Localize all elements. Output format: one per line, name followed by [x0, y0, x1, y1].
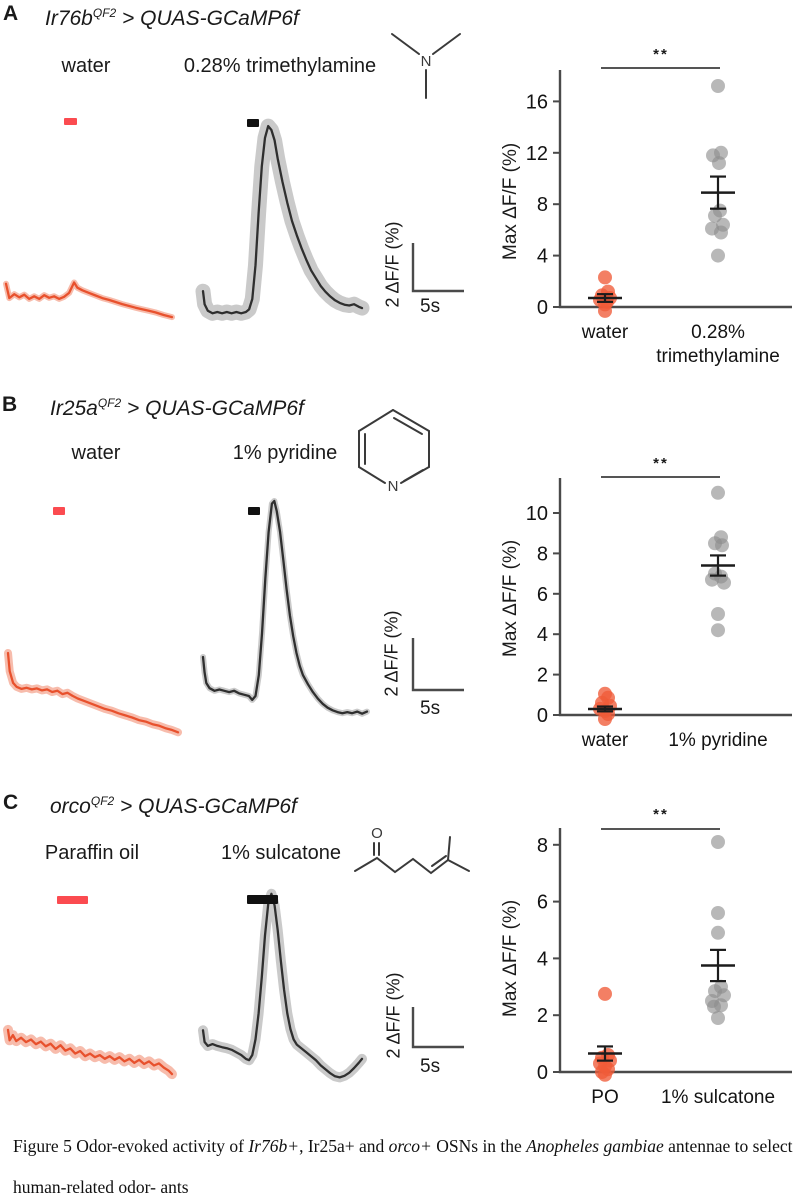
- panel-c-scalebar-h-label: 5s: [420, 1056, 441, 1077]
- panel-b-scalebar-h-label: 5s: [420, 698, 441, 719]
- svg-text:0.28%: 0.28%: [691, 322, 745, 343]
- caption-segment: Ir76b+: [248, 1136, 300, 1156]
- pyridine-structure-icon: N: [358, 409, 430, 492]
- panel-b-title-rest: > QUAS-GCaMP6f: [121, 397, 304, 420]
- panel-a-title-rest: > QUAS-GCaMP6f: [116, 7, 299, 30]
- svg-text:6: 6: [537, 892, 548, 914]
- svg-text:4: 4: [537, 246, 548, 268]
- panel-a-odor-label: 0.28% trimethylamine: [183, 55, 377, 77]
- svg-text:1% pyridine: 1% pyridine: [668, 730, 767, 751]
- svg-text:12: 12: [526, 143, 548, 165]
- svg-text:2: 2: [537, 1005, 548, 1027]
- panel-a-title: Ir76bQF2 > QUAS-GCaMP6f: [45, 6, 299, 31]
- svg-text:trimethylamine: trimethylamine: [656, 346, 780, 367]
- panel-b-control-label: water: [71, 442, 121, 464]
- panel-b-gene: Ir25a: [50, 397, 98, 420]
- svg-text:0: 0: [537, 705, 548, 727]
- svg-text:8: 8: [537, 543, 548, 565]
- svg-text:16: 16: [526, 91, 548, 113]
- oxygen-atom-label: O: [371, 825, 383, 842]
- sulcatone-structure-icon: O: [354, 825, 470, 875]
- svg-text:0: 0: [537, 1062, 548, 1084]
- svg-text:0: 0: [537, 297, 548, 319]
- panel-a-letter: A: [3, 2, 19, 25]
- panel-a-control-label: water: [61, 55, 111, 77]
- caption-segment: , Ir25a+ and: [299, 1136, 389, 1156]
- panel-c-odor-label: 1% sulcatone: [220, 842, 342, 864]
- caption-segment: OSNs in the: [431, 1136, 527, 1156]
- panel-b-odor-label: 1% pyridine: [232, 442, 338, 464]
- caption-segment: antennae to select human-related odor- a…: [13, 1136, 793, 1197]
- svg-text:1% sulcatone: 1% sulcatone: [661, 1087, 775, 1108]
- panel-b-scalebar-v-label: 2 ΔF/F (%): [381, 610, 402, 697]
- svg-text:8: 8: [537, 835, 548, 857]
- svg-text:PO: PO: [591, 1087, 618, 1108]
- panel-b-significance: **: [653, 455, 669, 472]
- svg-text:4: 4: [537, 624, 548, 646]
- svg-text:water: water: [581, 730, 629, 751]
- panel-a-y-axis-label: Max ΔF/F (%): [500, 142, 521, 260]
- panel-b-title: Ir25aQF2 > QUAS-GCaMP6f: [50, 396, 304, 421]
- panel-c-letter: C: [3, 791, 19, 814]
- caption-segment: Anopheles gambiae: [526, 1136, 664, 1156]
- svg-text:water: water: [581, 322, 629, 343]
- caption-segment: orco+: [388, 1136, 432, 1156]
- panel-a-allele-sup: QF2: [92, 6, 117, 20]
- panel-a-scalebar-v-label: 2 ΔF/F (%): [382, 221, 403, 308]
- panel-c-allele-sup: QF2: [90, 794, 115, 808]
- panel-b-y-axis-label: Max ΔF/F (%): [500, 539, 521, 657]
- svg-text:8: 8: [537, 194, 548, 216]
- nitrogen-atom-label: N: [388, 478, 399, 492]
- panel-c-significance: **: [653, 806, 669, 823]
- panel-b-allele-sup: QF2: [97, 396, 122, 410]
- panel-a-scalebar-h-label: 5s: [420, 296, 441, 317]
- figure-caption: Figure 5 Odor-evoked activity of Ir76b+,…: [13, 1126, 793, 1200]
- panel-c-y-axis-label: Max ΔF/F (%): [500, 899, 521, 1017]
- svg-text:6: 6: [537, 584, 548, 606]
- panel-c-gene: orco: [50, 795, 91, 818]
- panel-c-title: orcoQF2 > QUAS-GCaMP6f: [50, 794, 297, 819]
- panel-a-significance: **: [653, 46, 669, 63]
- svg-text:2: 2: [537, 665, 548, 687]
- panel-a-gene: Ir76b: [45, 7, 93, 30]
- panel-b-letter: B: [2, 393, 18, 416]
- panel-c-title-rest: > QUAS-GCaMP6f: [114, 795, 297, 818]
- nitrogen-atom-label: N: [421, 53, 432, 70]
- svg-text:4: 4: [537, 948, 548, 970]
- svg-text:10: 10: [526, 503, 548, 525]
- panel-c-scalebar-v-label: 2 ΔF/F (%): [383, 972, 404, 1059]
- panel-c-control-label: Paraffin oil: [44, 842, 140, 864]
- caption-segment: Figure 5 Odor-evoked activity of: [13, 1136, 249, 1156]
- trimethylamine-structure-icon: N: [391, 33, 461, 99]
